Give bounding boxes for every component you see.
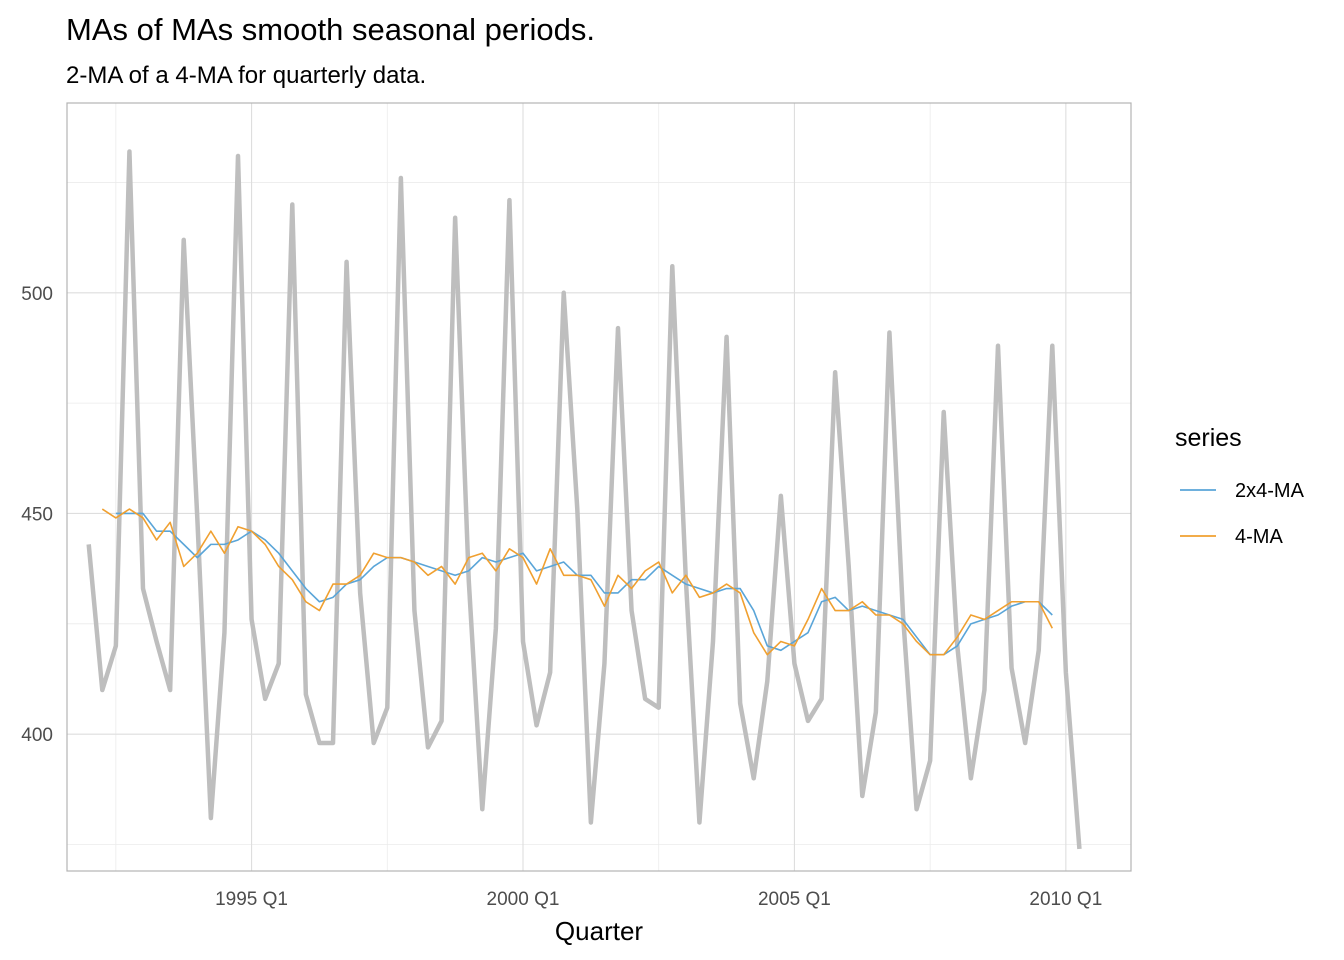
x-tick-label: 2000 Q1 [487, 889, 560, 910]
x-tick-label: 2010 Q1 [1029, 889, 1102, 910]
y-axis: 400 450 500 [21, 284, 53, 746]
x-axis-title: Quarter [555, 916, 643, 946]
y-tick-label: 450 [21, 504, 53, 525]
legend-label: 2x4-MA [1235, 480, 1305, 502]
legend-label: 4-MA [1235, 526, 1283, 548]
series-line-4-ma [101, 508, 1054, 656]
legend: series 2x4-MA 4-MA [1175, 424, 1305, 548]
series-line-2x4-ma [115, 512, 1053, 656]
y-tick-label: 400 [21, 725, 53, 746]
y-tick-label: 500 [21, 284, 53, 305]
series-line-data [86, 149, 1082, 850]
chart-title: MAs of MAs smooth seasonal periods. [66, 12, 595, 47]
grid [67, 103, 1131, 871]
x-tick-label: 2005 Q1 [758, 889, 831, 910]
x-tick-label: 1995 Q1 [215, 889, 288, 910]
plot-lines [86, 149, 1082, 850]
x-axis: 1995 Q1 2000 Q1 2005 Q1 2010 Q1 [215, 889, 1102, 910]
chart-subtitle: 2-MA of a 4-MA for quarterly data. [66, 62, 427, 89]
panel-border [66, 102, 1132, 872]
legend-title: series [1175, 424, 1242, 452]
